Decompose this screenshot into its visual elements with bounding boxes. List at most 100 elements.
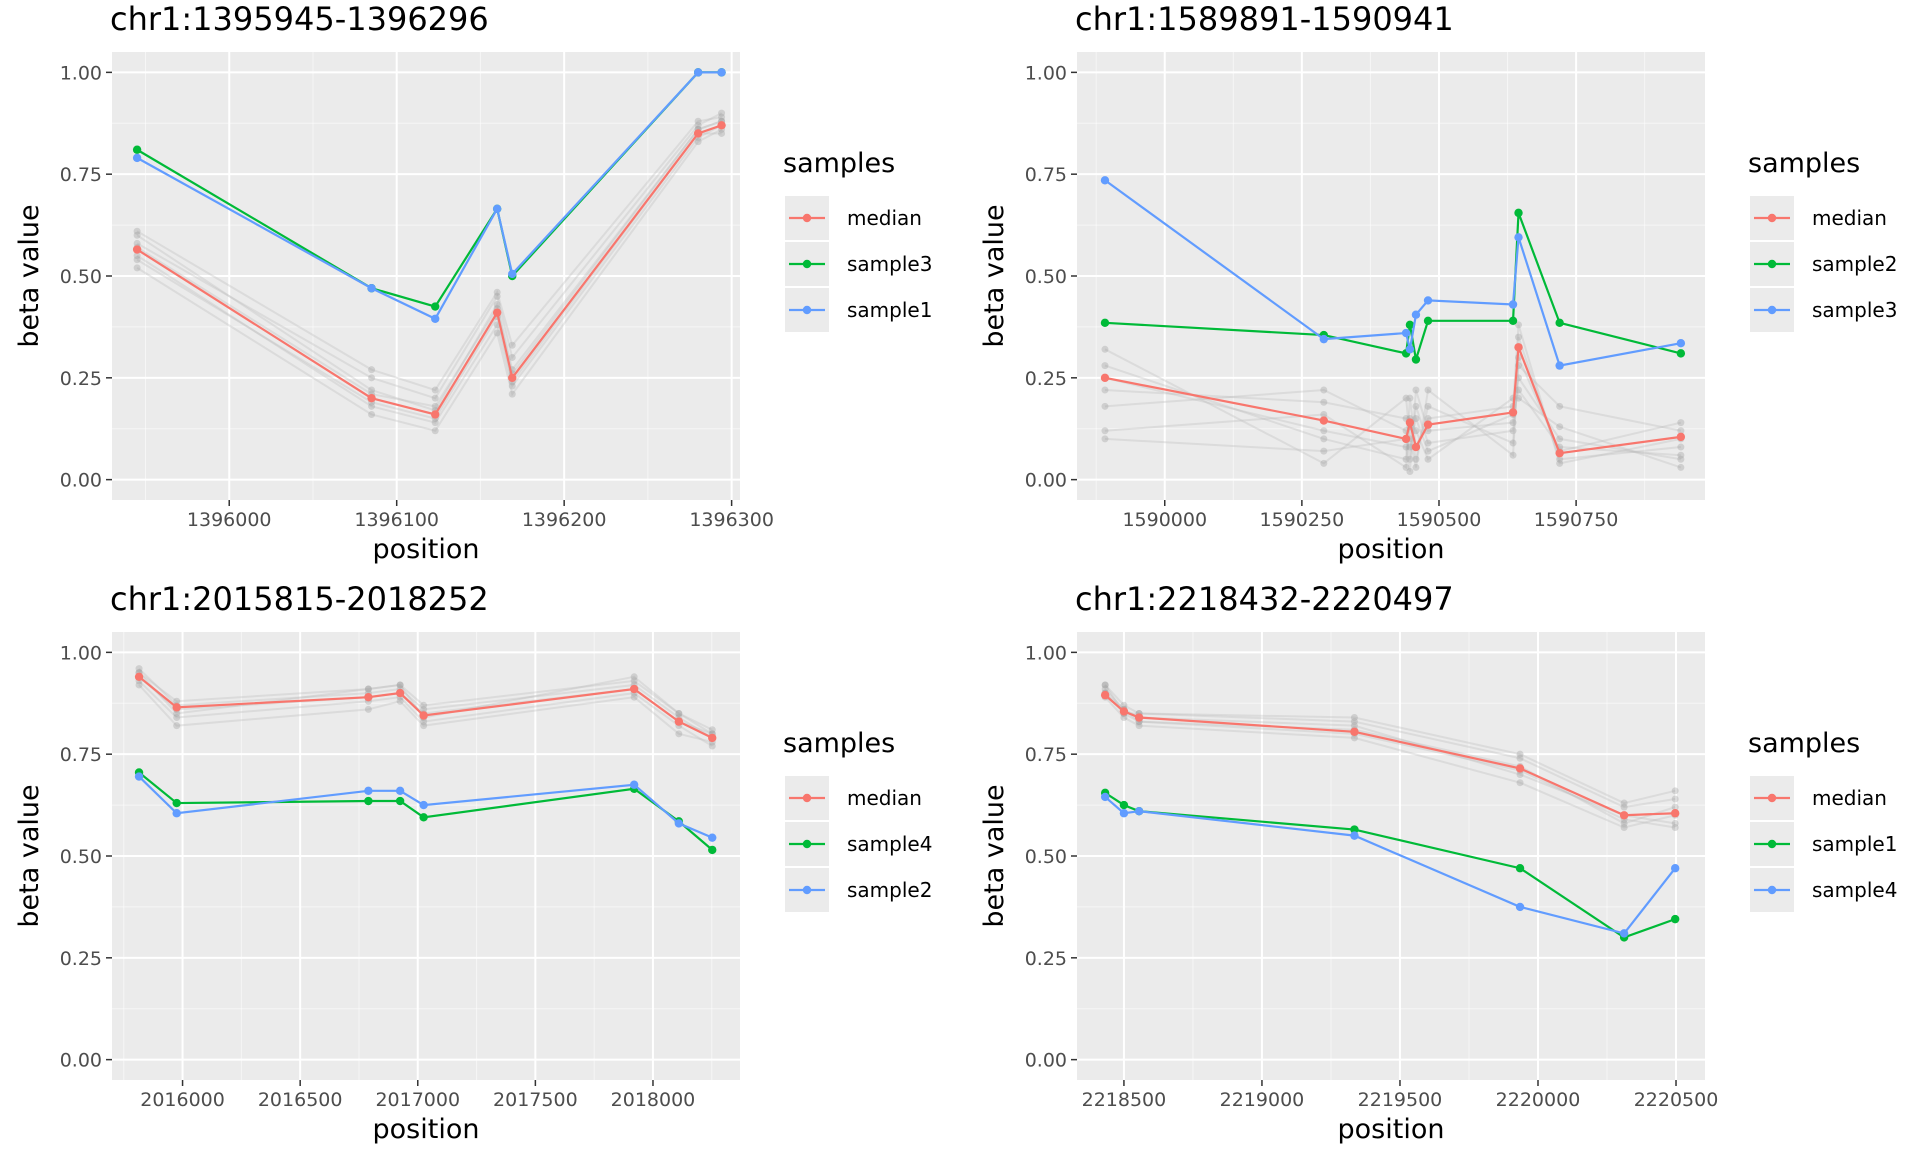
background-sample-point <box>1101 402 1109 410</box>
series-point-sample2 <box>1514 208 1523 218</box>
background-sample-point <box>708 742 716 750</box>
background-sample-point <box>1671 819 1679 827</box>
background-sample-point <box>396 697 404 705</box>
background-sample-line <box>138 680 713 747</box>
background-sample-point <box>1424 402 1432 410</box>
background-sample-point <box>1320 398 1328 406</box>
background-sample-point <box>364 685 372 693</box>
background-sample-point <box>1516 754 1524 762</box>
background-sample-point <box>1677 451 1685 459</box>
series-point-median <box>1670 809 1680 818</box>
background-sample-point <box>1101 681 1109 689</box>
y-tick-label: 0.25 <box>60 368 102 390</box>
series-point-sample3 <box>431 302 440 311</box>
series-point-median <box>395 688 405 698</box>
background-sample-point <box>493 329 501 337</box>
background-sample-point <box>1412 386 1420 394</box>
background-sample-point <box>493 288 501 296</box>
series-point-median <box>1350 727 1359 736</box>
background-sample-point <box>1412 463 1420 471</box>
series-point-sample4 <box>1619 929 1629 938</box>
x-tick-label: 2219500 <box>1358 1089 1443 1111</box>
series-point-median <box>1619 811 1629 820</box>
series-line-sample2 <box>1104 212 1682 360</box>
background-sample-point <box>1101 386 1109 394</box>
x-tick-label: 1396300 <box>689 509 774 531</box>
background-sample-point <box>368 410 376 418</box>
background-sample-point <box>396 681 404 689</box>
background-sample-point <box>1402 443 1410 451</box>
legend-label: median <box>847 206 922 230</box>
y-tick-label: 0.00 <box>60 470 102 492</box>
x-tick-label: 2018000 <box>611 1089 696 1111</box>
series-point-sample4 <box>708 845 717 855</box>
background-sample-point <box>420 722 428 730</box>
legend-key-point <box>802 793 812 803</box>
background-sample-point <box>1556 459 1564 467</box>
background-sample-point <box>630 693 638 701</box>
legend-key-point <box>802 305 812 315</box>
x-axis-title: position <box>1338 534 1445 565</box>
background-sample-line <box>1104 374 1682 461</box>
background-sample-point <box>173 714 181 722</box>
legend-label: median <box>1812 206 1887 230</box>
chart-panel-2: chr1:1589891-1590941 0.00 0.25 0.50 0.75 1.00… <box>979 0 1897 565</box>
series-point-sample4 <box>395 796 405 806</box>
background-sample-line <box>138 667 713 739</box>
series-point-median <box>508 373 517 383</box>
legend-label: sample4 <box>1812 878 1897 902</box>
background-sample-point <box>718 109 726 117</box>
background-sample-point <box>368 402 376 410</box>
series-point-sample3 <box>1676 339 1686 348</box>
background-sample-point <box>133 264 141 272</box>
background-sample-point <box>718 113 726 121</box>
series-point-sample3 <box>1508 300 1518 309</box>
background-sample-point <box>431 427 439 435</box>
x-tick-label: 2220500 <box>1634 1089 1719 1111</box>
chart-title: chr1:2218432-2220497 <box>1075 580 1454 618</box>
y-tick-label: 1.00 <box>60 642 102 664</box>
x-axis-title: position <box>1338 1114 1445 1145</box>
background-sample-point <box>1516 750 1524 758</box>
y-tick-label: 0.75 <box>1025 164 1067 186</box>
y-tick-label: 1.00 <box>1025 62 1067 84</box>
series-point-sample2 <box>395 786 405 796</box>
background-sample-point <box>1671 787 1679 795</box>
legend-key-point <box>802 839 812 849</box>
x-tick-label: 2017500 <box>493 1089 578 1111</box>
series-point-sample1 <box>367 284 376 293</box>
background-sample-point <box>420 705 428 713</box>
background-sample-point <box>630 677 638 685</box>
series-line-sample3 <box>1104 179 1682 367</box>
series-point-sample1 <box>1515 864 1525 873</box>
series-point-sample1 <box>1350 825 1359 834</box>
background-sample-point <box>1515 333 1523 341</box>
background-sample-line <box>138 672 713 731</box>
background-sample-point <box>368 374 376 382</box>
series-point-sample2 <box>629 780 639 789</box>
x-tick-label: 2218500 <box>1082 1089 1167 1111</box>
y-axis-title: beta value <box>14 204 45 347</box>
background-sample-point <box>1412 455 1420 463</box>
background-sample-point <box>1412 427 1420 435</box>
y-tick-label: 0.75 <box>60 164 102 186</box>
background-sample-point <box>493 301 501 309</box>
background-sample-point <box>1515 386 1523 394</box>
background-sample-point <box>431 419 439 427</box>
background-sample-point <box>1424 455 1432 463</box>
chart-title: chr1:1589891-1590941 <box>1075 0 1454 38</box>
series-point-sample1 <box>1670 914 1680 924</box>
series-point-sample3 <box>1555 361 1564 370</box>
background-sample-point <box>135 665 143 673</box>
background-sample-line <box>1104 324 1682 465</box>
background-sample-point <box>1509 439 1517 447</box>
x-tick-label: 2016000 <box>140 1089 225 1111</box>
background-sample-point <box>1515 394 1523 402</box>
series-point-median <box>717 121 726 130</box>
legend-label: sample1 <box>1812 832 1897 856</box>
series-point-sample2 <box>1423 316 1433 325</box>
series-point-sample2 <box>419 800 428 810</box>
background-sample-point <box>1350 734 1358 742</box>
series-point-sample3 <box>132 145 142 154</box>
series-point-sample4 <box>1670 864 1680 873</box>
